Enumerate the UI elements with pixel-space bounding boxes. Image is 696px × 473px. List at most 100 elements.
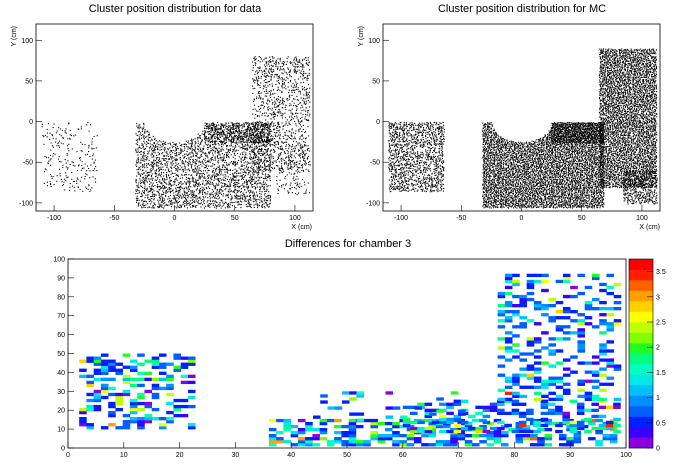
scatter-point [261, 60, 264, 62]
scatter-point [206, 146, 209, 148]
scatter-point [266, 186, 268, 188]
scatter-point [210, 150, 212, 152]
scatter-point [304, 130, 307, 133]
scatter-point [196, 165, 198, 167]
scatter-point [214, 192, 216, 194]
scatter-point [396, 132, 398, 134]
scatter-point [281, 186, 283, 188]
scatter-point [301, 167, 303, 169]
scatter-point [206, 182, 208, 184]
scatter-point [230, 161, 232, 163]
scatter-point [147, 150, 149, 152]
scatter-point [410, 127, 412, 129]
scatter-point [274, 128, 276, 130]
scatter-point [416, 143, 418, 145]
scatter-point [410, 126, 413, 128]
scatter-point [161, 153, 163, 155]
scatter-point [280, 112, 282, 114]
scatter-point [165, 190, 168, 192]
scatter-point [239, 131, 241, 133]
scatter-point [243, 146, 245, 148]
scatter-point [154, 138, 156, 141]
scatter-point [398, 173, 400, 175]
scatter-point [264, 167, 266, 169]
scatter-point [268, 123, 270, 125]
scatter-point [163, 148, 165, 150]
scatter-point [218, 165, 221, 167]
scatter-point [174, 150, 176, 152]
scatter-point [169, 201, 171, 203]
scatter-point [302, 68, 304, 70]
scatter-point [214, 136, 216, 138]
scatter-point [191, 143, 193, 145]
scatter-point [195, 163, 197, 165]
scatter-point [168, 182, 170, 184]
scatter-point [399, 131, 401, 134]
scatter-point [277, 58, 279, 60]
scatter-point [238, 129, 240, 131]
scatter-point [161, 178, 163, 180]
scatter-point [277, 143, 279, 145]
scatter-point [418, 157, 420, 159]
scatter-point [197, 145, 199, 147]
scatter-point [148, 199, 150, 201]
scatter-point [254, 59, 257, 61]
scatter-point [220, 134, 222, 136]
scatter-point [250, 128, 252, 130]
scatter-point [247, 122, 249, 124]
scatter-point [182, 150, 184, 152]
scatter-point [404, 177, 406, 179]
scatter-point [262, 173, 264, 175]
scatter-point [401, 135, 403, 137]
scatter-point [265, 127, 268, 129]
scatter-point [253, 141, 255, 143]
scatter-point [256, 79, 258, 81]
scatter-point [188, 158, 190, 160]
scatter-point [257, 132, 259, 134]
scatter-point [93, 135, 95, 138]
scatter-point [193, 168, 195, 171]
scatter-point [285, 183, 287, 185]
scatter-point [181, 187, 183, 189]
scatter-point [175, 165, 177, 167]
scatter-point [257, 134, 259, 136]
scatter-point [255, 182, 257, 184]
scatter-point [299, 171, 301, 173]
scatter-point [172, 197, 174, 199]
scatter-point [247, 122, 249, 124]
scatter-point [221, 167, 224, 169]
scatter-point [159, 189, 161, 191]
scatter-point [402, 182, 404, 184]
scatter-point [192, 155, 194, 157]
scatter-point [394, 150, 396, 152]
scatter-point [193, 196, 195, 199]
scatter-point [288, 71, 290, 74]
scatter-point [243, 185, 245, 187]
scatter-point [156, 169, 158, 171]
scatter-point [252, 108, 254, 110]
scatter-point [275, 65, 277, 68]
scatter-point [182, 155, 184, 157]
scatter-point [255, 139, 257, 141]
scatter-point [419, 165, 421, 167]
scatter-point [242, 173, 244, 176]
scatter-point [227, 186, 229, 188]
scatter-point [261, 204, 263, 206]
scatter-point [142, 173, 144, 175]
scatter-point [249, 206, 251, 208]
scatter-point [400, 128, 402, 130]
scatter-point [223, 140, 225, 142]
scatter-point [283, 125, 285, 127]
scatter-point [198, 175, 200, 177]
scatter-point [227, 202, 230, 205]
scatter-point [388, 143, 390, 145]
scatter-point [261, 154, 263, 156]
scatter-point [158, 154, 160, 156]
scatter-point [64, 130, 66, 132]
scatter-point [395, 161, 397, 164]
scatter-point [281, 166, 283, 168]
scatter-point [278, 155, 280, 157]
scatter-point [181, 183, 183, 185]
scatter-point [288, 116, 291, 118]
scatter-point [412, 157, 415, 160]
